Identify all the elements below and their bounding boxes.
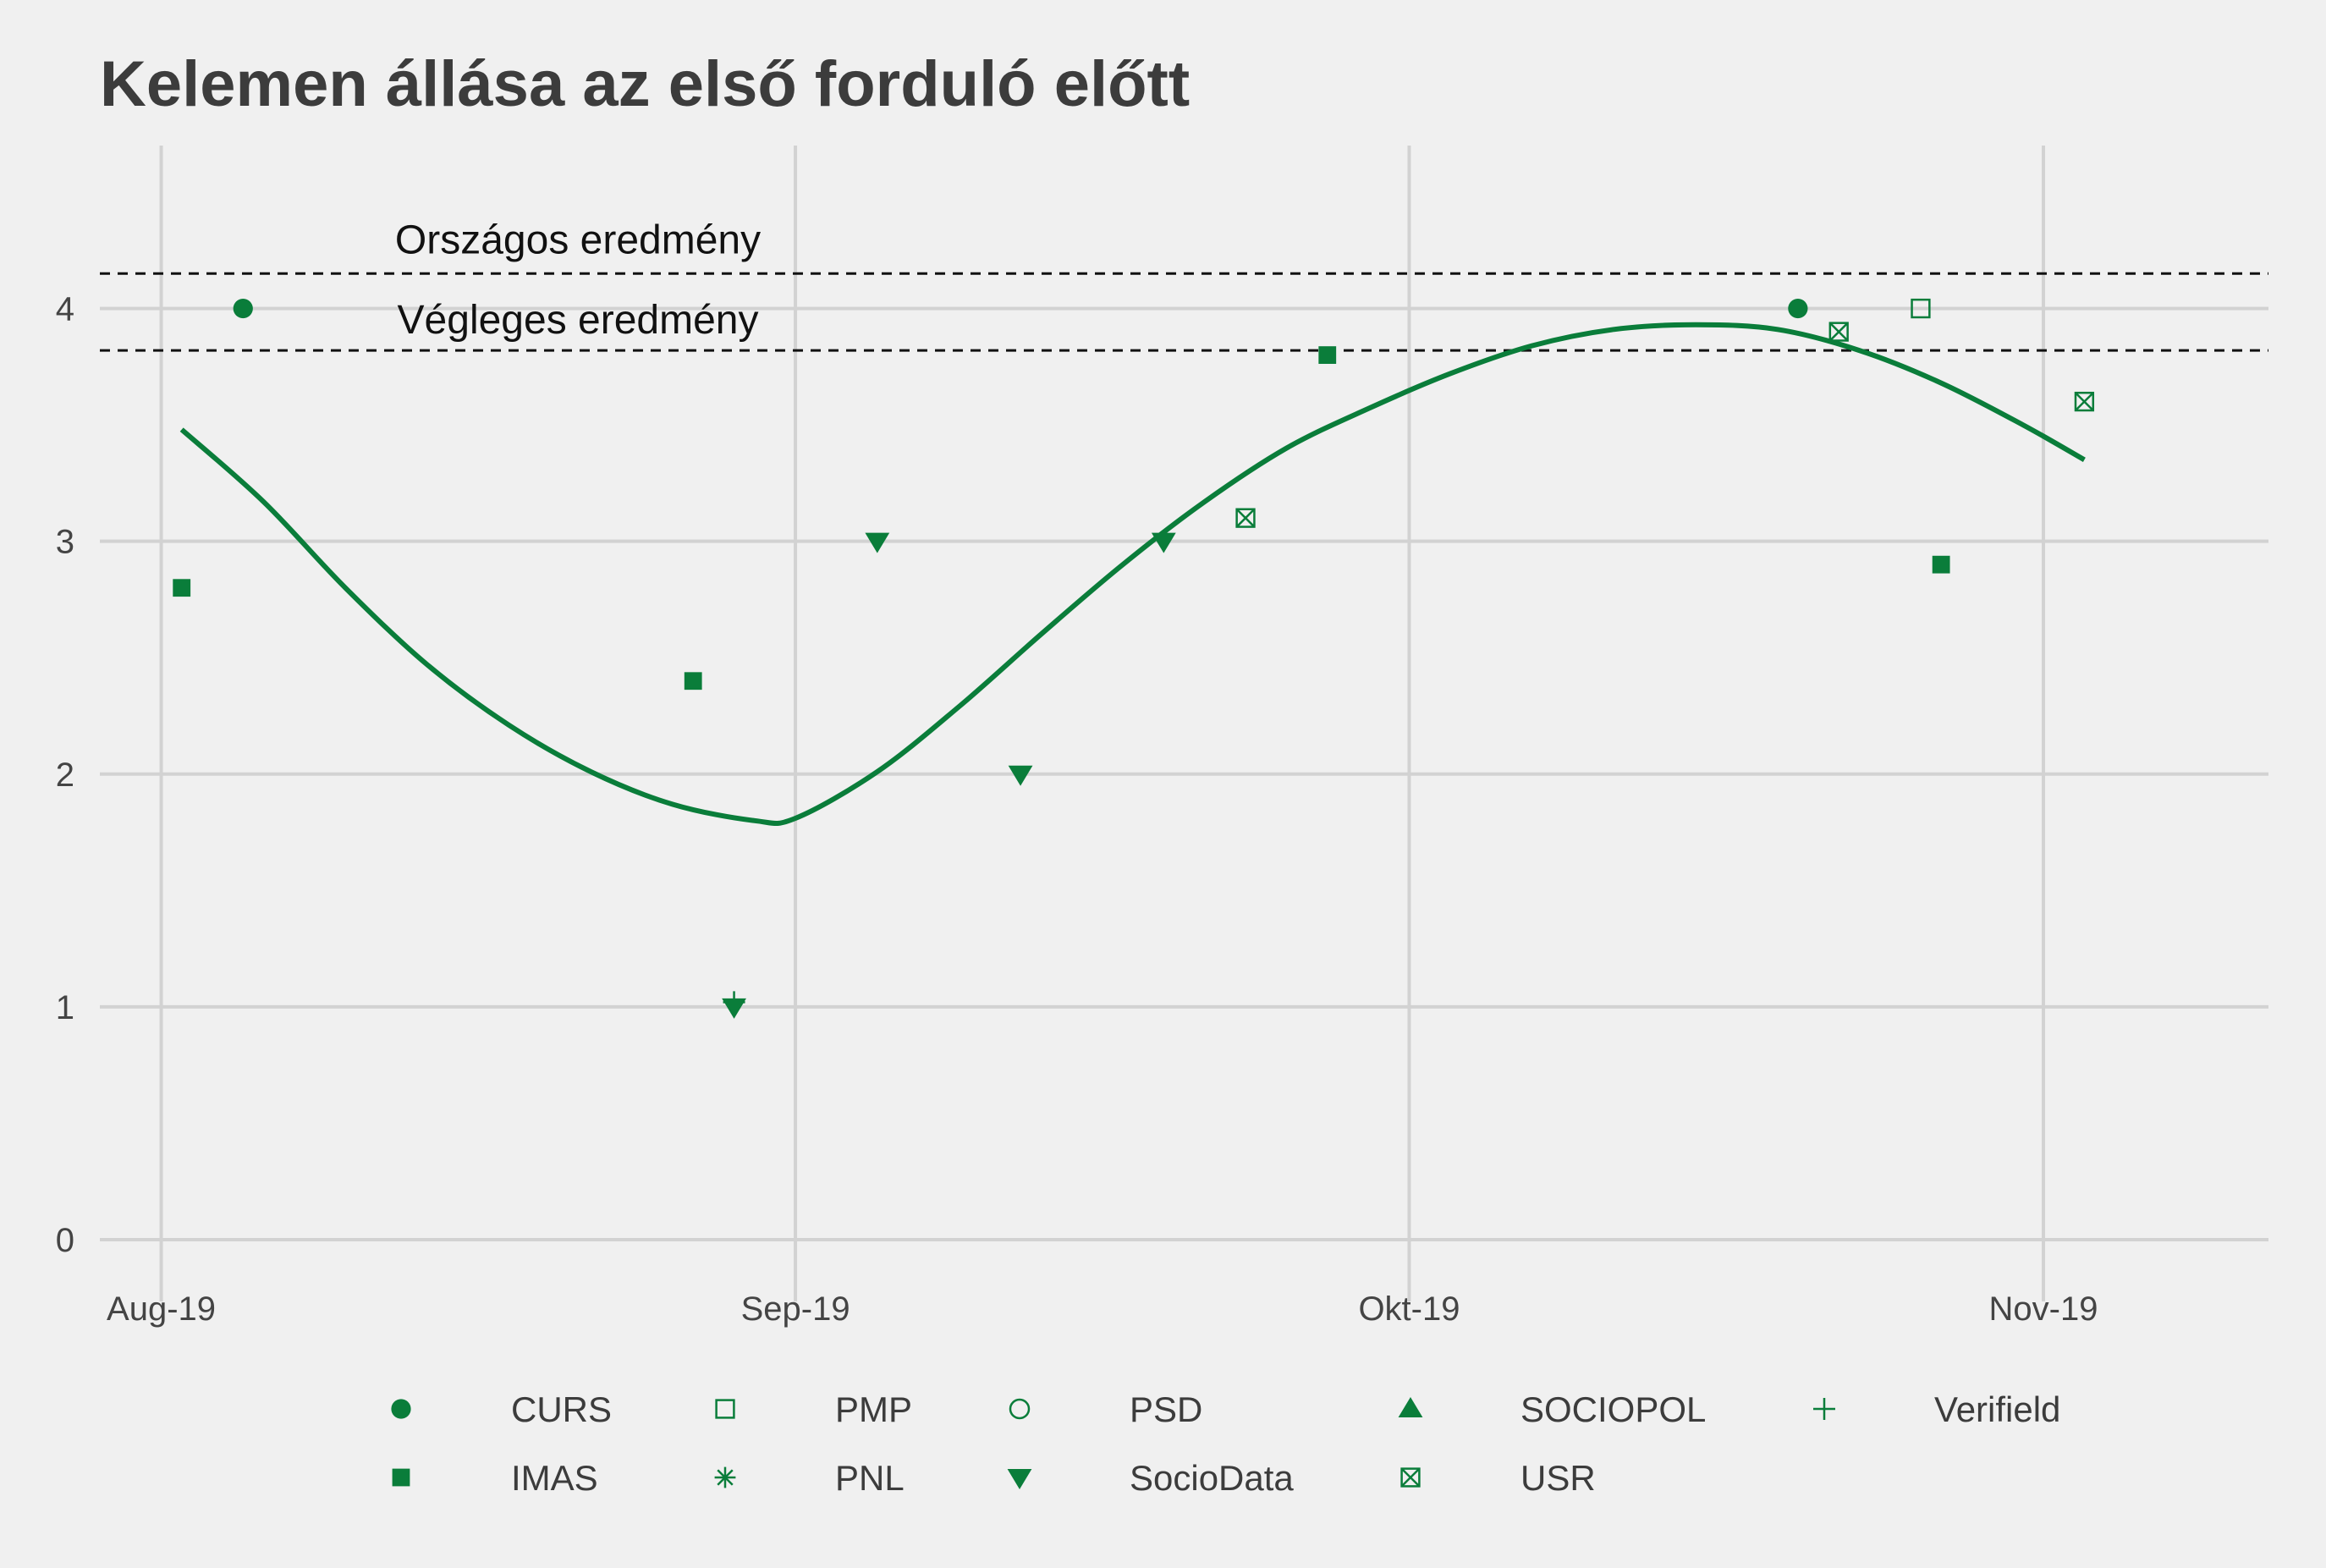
legend-label: PSD [1130,1389,1202,1429]
data-point-sociodata [865,532,890,553]
legend-key-sociopol [1398,1397,1423,1417]
legend-label: PMP [835,1389,912,1429]
legend-label: USR [1520,1458,1596,1498]
data-point-pmp [1911,298,1931,319]
legend-key-psd [1009,1398,1031,1420]
legend-label: Verifield [1934,1389,2060,1429]
y-tick-label: 1 [56,989,74,1026]
y-tick-label: 0 [56,1222,74,1259]
legend-label: IMAS [511,1458,598,1498]
y-gridlines [100,306,2268,1241]
data-point-sociodata [1008,765,1033,786]
data-point-imas [173,579,191,597]
data-point-curs [233,298,253,319]
reference-lines: Országos eredmény Végleges eredmény [100,217,2268,352]
y-tick-labels: 0 1 2 3 4 [56,291,74,1259]
legend-label: PNL [835,1458,905,1498]
legend-key-pnl [714,1466,736,1488]
data-point-curs [1788,298,1808,319]
data-point-imas [684,672,702,690]
x-tick-label: Nov-19 [1989,1290,2098,1328]
data-points [173,298,2095,1019]
legend-label: SocioData [1130,1458,1294,1498]
y-tick-label: 4 [56,291,74,328]
chart-title: Kelemen állása az első forduló előtt [100,48,1190,120]
x-tick-label: Sep-19 [741,1290,850,1328]
trend-line-group [179,322,2086,827]
x-tick-labels: Aug-19 Sep-19 Okt-19 Nov-19 [107,1290,2098,1328]
legend-key-imas [392,1468,410,1487]
reference-line-label: Végleges eredmény [398,298,759,343]
legend-label: CURS [511,1389,612,1429]
legend-key-curs [391,1399,411,1419]
data-point-usr [2074,391,2095,412]
legend-key-usr [1400,1467,1421,1488]
x-tick-label: Okt-19 [1358,1290,1460,1328]
data-point-sociodata [722,998,746,1019]
legend-key-pmp [715,1399,735,1419]
reference-line-label: Országos eredmény [395,217,761,262]
data-point-imas [1318,346,1337,364]
legend: CURS PMP PSD SOCIOPOL Verifield IMAS PNL SocioD… [391,1389,2060,1498]
x-tick-label: Aug-19 [107,1290,216,1328]
data-point-imas [1932,555,1950,574]
data-point-sociodata [1151,532,1176,553]
data-point-usr [1828,322,1849,342]
legend-label: SOCIOPOL [1520,1389,1706,1429]
data-point-usr [1235,508,1256,528]
y-tick-label: 2 [56,756,74,794]
trend-line [179,322,2086,827]
legend-key-verifield [1813,1398,1835,1420]
legend-key-sociodata [1007,1469,1032,1489]
x-gridlines [159,146,2046,1301]
y-tick-label: 3 [56,524,74,561]
